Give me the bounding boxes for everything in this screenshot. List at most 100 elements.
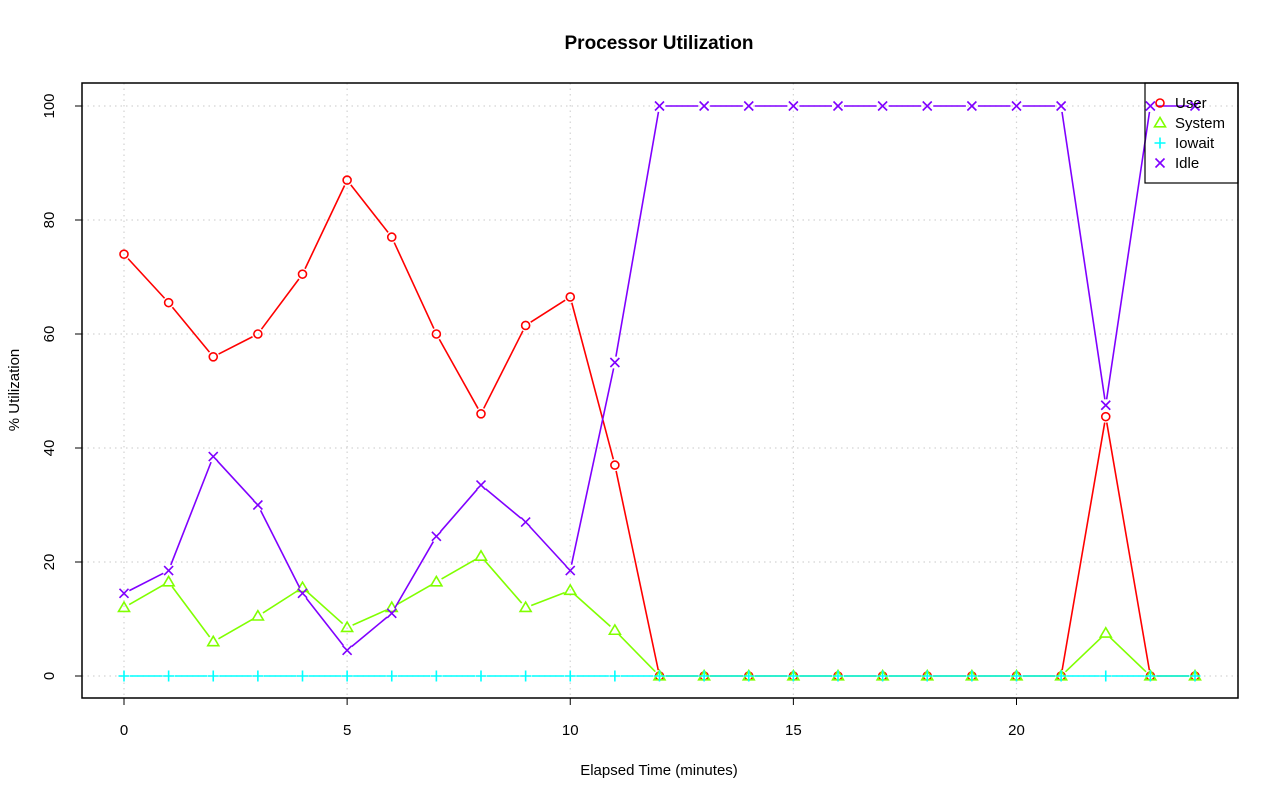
series-idle-point (1011, 100, 1022, 112)
series-idle-segment (394, 541, 435, 609)
series-system-point (474, 549, 488, 561)
y-tick-label: 40 (41, 440, 58, 457)
series-user-segment (615, 470, 660, 671)
series-iowait-point (207, 670, 219, 682)
series-iowait-point (1055, 670, 1067, 682)
series-iowait-point (921, 670, 933, 682)
series-iowait-point (1189, 670, 1201, 682)
series-iowait-point (1011, 670, 1022, 682)
series-system-point (429, 574, 444, 587)
series-system-segment (1064, 636, 1102, 673)
series-user-segment (1061, 422, 1106, 671)
legend-marker-system (1153, 115, 1167, 128)
series-system-segment (618, 634, 656, 673)
series-system-segment (218, 618, 254, 640)
series-idle-point (609, 357, 620, 368)
series-idle-point (431, 531, 442, 542)
x-axis-label: Elapsed Time (minutes) (580, 762, 738, 779)
series-idle-point (1100, 400, 1111, 411)
series-idle-point (654, 100, 665, 112)
legend: User System Iowait Idle (1144, 82, 1239, 184)
y-tick-label: 100 (41, 93, 58, 118)
series-user-point (520, 320, 531, 331)
series-system-point (518, 600, 533, 613)
series-idle-point (342, 645, 353, 656)
series-idle-point (832, 100, 844, 112)
series-idle-segment (259, 509, 301, 589)
series-user-point (386, 232, 397, 242)
y-tick-label: 0 (41, 672, 58, 680)
series-idle-point (118, 588, 130, 599)
series-idle-segment (170, 461, 212, 566)
series-system-segment (171, 586, 211, 638)
chart-title: Processor Utilization (565, 33, 754, 54)
series-user-segment (350, 184, 389, 233)
series-idle-segment (529, 525, 567, 567)
series-system-point (161, 574, 176, 587)
series-idle-point (163, 565, 174, 576)
x-tick-label: 20 (1008, 722, 1025, 739)
series-idle-point (520, 517, 531, 528)
series-system-segment (441, 558, 477, 580)
series-user-point (297, 269, 308, 279)
series-system-point (250, 609, 265, 621)
series-user-point (431, 329, 442, 339)
series-idle-point (297, 588, 308, 599)
series-system-point (1098, 626, 1113, 638)
series-iowait-point (654, 670, 665, 682)
series-system (117, 549, 1202, 681)
series-iowait-point (163, 670, 175, 682)
series-user-segment (571, 302, 615, 460)
series-iowait-point (966, 670, 978, 682)
series-system-segment (396, 584, 432, 606)
series-idle-segment (439, 489, 478, 533)
series-idle-point (1056, 100, 1067, 112)
series-idle-point (1189, 100, 1201, 112)
series-user-point (253, 329, 263, 339)
series-iowait-point (1100, 670, 1112, 682)
series-user-point (610, 460, 620, 470)
series-iowait-point (564, 670, 576, 682)
series-iowait-point (297, 670, 308, 682)
series-iowait-point (698, 670, 710, 682)
series-system-segment (484, 560, 523, 604)
series-user (119, 175, 1200, 681)
series-idle-point (208, 451, 219, 462)
series-system-segment (262, 590, 298, 614)
plot-frame (81, 82, 1239, 699)
y-axis: 0 20 40 60 80 100 (41, 93, 82, 680)
x-tick-label: 0 (120, 722, 128, 739)
series-iowait-point (609, 670, 621, 682)
series-idle-point (386, 608, 397, 619)
series-user-segment (482, 330, 524, 409)
series-user-point (342, 175, 352, 185)
series-user-segment (530, 299, 566, 323)
series-system-segment (1109, 636, 1147, 673)
series-idle-point (699, 100, 710, 112)
legend-label-system: System (1175, 115, 1225, 132)
y-tick-label: 60 (41, 326, 58, 343)
series-iowait-point (118, 670, 130, 682)
x-tick-label: 10 (562, 722, 579, 739)
x-tick-label: 15 (785, 722, 802, 739)
series-idle-segment (485, 488, 522, 519)
legend-box (1144, 82, 1239, 184)
series-user-segment (304, 185, 346, 270)
series-user-segment (1105, 422, 1151, 671)
series-system-point (340, 620, 355, 633)
series-idle-segment (570, 368, 615, 565)
series-user-segment (393, 242, 435, 329)
series-user-point (1100, 411, 1111, 422)
series-system-segment (352, 609, 387, 626)
legend-marker-iowait (1154, 137, 1166, 149)
series-iowait-point (877, 670, 889, 682)
series-system-point (384, 600, 399, 613)
series-idle-point (1145, 100, 1156, 112)
grid-lines (82, 83, 1238, 698)
series-user-segment (218, 336, 253, 355)
series-idle-segment (1105, 111, 1151, 400)
series-idle-segment (305, 597, 345, 647)
series-user-point (119, 249, 129, 259)
series-layer (117, 100, 1202, 682)
legend-label-idle: Idle (1175, 155, 1199, 172)
